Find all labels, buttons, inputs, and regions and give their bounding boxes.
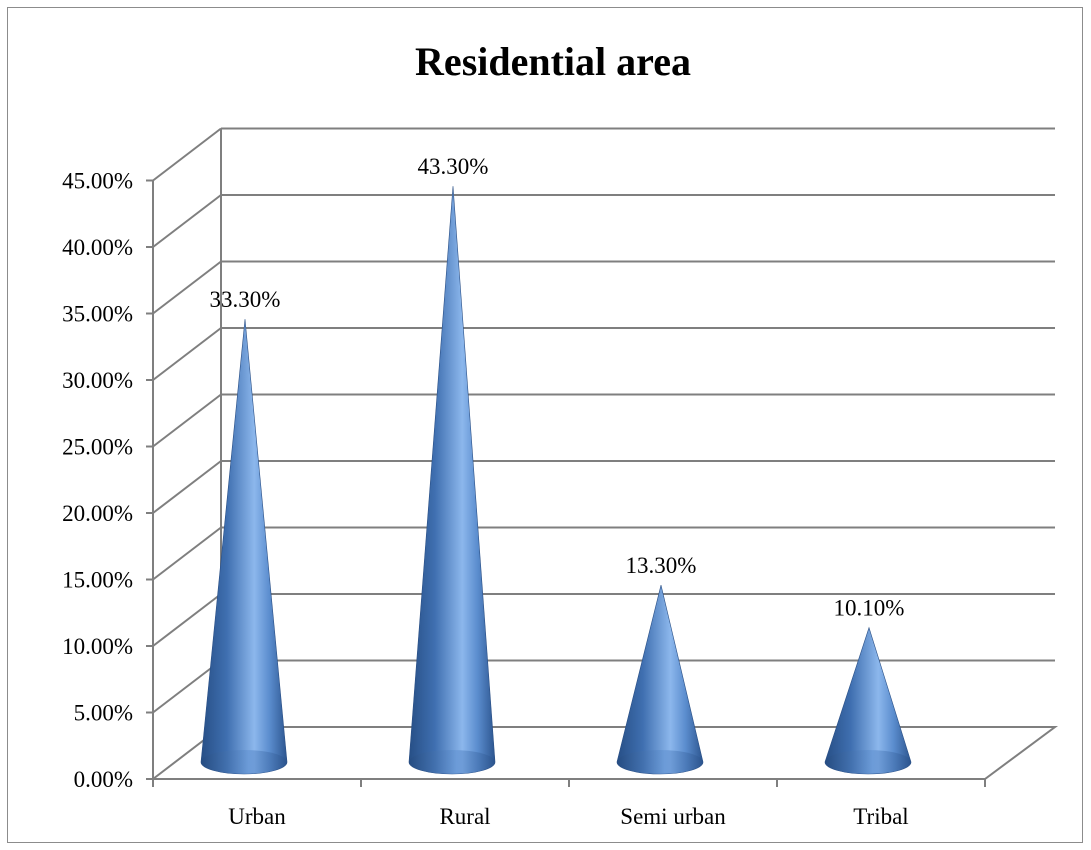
x-axis-category-labels: Urban Rural Semi urban Tribal [228, 804, 908, 829]
y-tick-label: 25.00% [62, 435, 133, 460]
cone-base [825, 750, 911, 774]
y-tick-label: 30.00% [62, 368, 133, 393]
axes [146, 179, 986, 787]
data-label: 13.30% [626, 553, 697, 578]
chart-title: Residential area [415, 39, 691, 84]
cone-body [616, 585, 704, 775]
y-axis-tick-labels: 0.00% 5.00% 10.00% 15.00% 20.00% 25.00% 30.00%… [62, 169, 133, 793]
cone-base [409, 750, 495, 774]
cone-body [200, 319, 288, 775]
gridline-side [152, 327, 222, 381]
data-label: 10.10% [834, 596, 905, 621]
cone-base [201, 750, 287, 774]
gridline-side [152, 659, 222, 714]
x-category-label: Rural [439, 804, 490, 829]
y-tick-label: 0.00% [74, 767, 133, 792]
y-tick-label: 15.00% [62, 568, 133, 593]
gridline-side [152, 194, 222, 248]
chart-floor [150, 726, 1059, 780]
y-tick-label: 45.00% [62, 169, 133, 194]
gridline-side [152, 393, 222, 448]
data-label: 33.30% [210, 287, 281, 312]
cone-bars [200, 186, 912, 775]
bar-cone-urban [200, 319, 288, 775]
y-tick-label: 40.00% [62, 235, 133, 260]
data-labels: 33.30% 43.30% 13.30% 10.10% [210, 154, 905, 621]
y-tick-label: 20.00% [62, 501, 133, 526]
gridline-side [152, 593, 222, 647]
x-category-label: Semi urban [620, 804, 726, 829]
gridline-side [152, 127, 222, 182]
chart-frame [7, 7, 1083, 843]
cone-body [408, 186, 496, 775]
gridline-side [152, 260, 222, 315]
data-label: 43.30% [418, 154, 489, 179]
x-category-label: Urban [228, 804, 286, 829]
gridlines [150, 127, 1059, 780]
bar-cone-semi-urban [616, 585, 704, 775]
bar-cone-tribal [824, 626, 912, 775]
y-tick-label: 35.00% [62, 302, 133, 327]
y-tick-label: 5.00% [74, 701, 133, 726]
gridline-side [152, 460, 222, 514]
bar-cone-rural [408, 186, 496, 775]
cone-base [617, 750, 703, 774]
x-category-label: Tribal [853, 804, 908, 829]
y-tick-label: 10.00% [62, 634, 133, 659]
gridline-side [152, 526, 222, 581]
